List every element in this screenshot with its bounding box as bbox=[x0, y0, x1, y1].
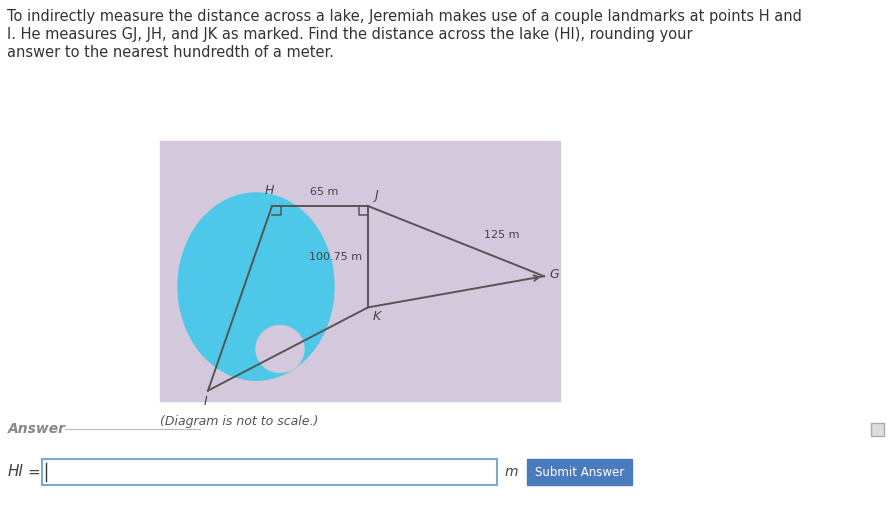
Text: G: G bbox=[549, 268, 559, 281]
Text: J: J bbox=[374, 189, 378, 202]
Bar bbox=[160, 141, 560, 401]
Ellipse shape bbox=[178, 193, 334, 380]
Text: To indirectly measure the distance across a lake, Jeremiah makes use of a couple: To indirectly measure the distance acros… bbox=[7, 9, 802, 24]
Text: I: I bbox=[204, 394, 208, 407]
Text: 125 m: 125 m bbox=[484, 230, 519, 240]
Text: Answer: Answer bbox=[8, 422, 66, 436]
Text: m: m bbox=[505, 465, 519, 479]
Bar bbox=[871, 423, 884, 436]
Text: (Diagram is not to scale.): (Diagram is not to scale.) bbox=[160, 415, 318, 428]
Text: H: H bbox=[265, 184, 274, 197]
Ellipse shape bbox=[256, 325, 304, 373]
Bar bbox=[42, 459, 497, 485]
Text: I. He measures GJ, JH, and JK as marked. Find the distance across the lake (HI),: I. He measures GJ, JH, and JK as marked.… bbox=[7, 27, 692, 42]
Text: 100.75 m: 100.75 m bbox=[309, 252, 362, 262]
Text: HI: HI bbox=[8, 465, 24, 480]
Text: 65 m: 65 m bbox=[310, 187, 339, 197]
Bar bbox=[527, 459, 632, 485]
Text: K: K bbox=[373, 310, 381, 323]
Text: answer to the nearest hundredth of a meter.: answer to the nearest hundredth of a met… bbox=[7, 45, 334, 60]
Text: Submit Answer: Submit Answer bbox=[535, 466, 624, 479]
Text: =: = bbox=[27, 465, 40, 480]
